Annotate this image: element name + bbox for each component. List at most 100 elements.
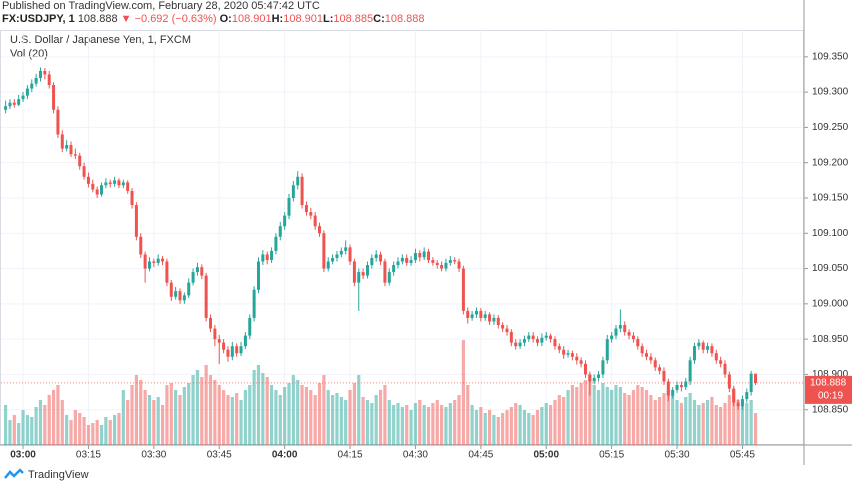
volume-bar bbox=[143, 390, 147, 445]
change: −0.692 (−0.63%) bbox=[134, 13, 217, 25]
ohlc-key: H: bbox=[271, 13, 284, 25]
volume-bar bbox=[409, 410, 413, 445]
volume-bar bbox=[653, 400, 657, 445]
candle-body bbox=[252, 289, 256, 318]
volume-bar bbox=[644, 390, 649, 445]
candle-body bbox=[479, 310, 483, 318]
candle-body bbox=[195, 267, 199, 273]
price: 108.888 bbox=[77, 13, 118, 25]
candle-body bbox=[553, 339, 557, 347]
volume-bar bbox=[287, 383, 291, 445]
volume-bar bbox=[461, 340, 465, 445]
volume-bar bbox=[21, 410, 25, 445]
volume-bar bbox=[322, 375, 326, 445]
candle-body bbox=[540, 337, 544, 343]
volume-bar bbox=[719, 407, 723, 445]
volume-bar bbox=[627, 395, 631, 445]
chart: U.S. Dollar / Japanese Yen, 1, FXCM Vol … bbox=[0, 0, 852, 465]
volume-bar bbox=[732, 390, 736, 445]
volume-bar bbox=[370, 403, 374, 445]
x-tick-label: 03:30 bbox=[141, 450, 166, 461]
volume-bar bbox=[684, 397, 688, 445]
candle-body bbox=[618, 325, 622, 329]
candle-body bbox=[379, 254, 383, 262]
volume-bar bbox=[134, 375, 138, 445]
candle-body bbox=[8, 102, 12, 107]
volume-bar bbox=[331, 395, 335, 445]
volume-bar bbox=[701, 403, 705, 445]
candle-body bbox=[304, 205, 308, 213]
volume-bar bbox=[592, 385, 596, 445]
volume-bar bbox=[636, 385, 640, 445]
candle-body bbox=[549, 335, 553, 340]
volume-bar bbox=[413, 403, 418, 445]
ohlc-value: 108.901 bbox=[283, 13, 323, 25]
candle-body bbox=[126, 182, 130, 191]
volume-bar bbox=[104, 417, 108, 445]
volume-bar bbox=[544, 403, 548, 445]
candle-body bbox=[296, 176, 300, 186]
volume-bar bbox=[230, 397, 234, 445]
volume-bar bbox=[248, 385, 252, 445]
volume-bar bbox=[658, 397, 662, 445]
candle-body bbox=[374, 254, 378, 258]
candle-body bbox=[187, 282, 191, 296]
candle-body bbox=[413, 253, 417, 261]
candle-body bbox=[73, 154, 77, 156]
candle-body bbox=[610, 335, 614, 340]
volume-bar bbox=[431, 403, 435, 445]
logo bbox=[4, 468, 24, 479]
x-tick-label: 04:30 bbox=[403, 450, 428, 461]
candle-body bbox=[427, 251, 431, 261]
candle-body bbox=[261, 254, 265, 262]
volume-bar bbox=[195, 370, 200, 445]
candle-body bbox=[161, 258, 165, 262]
volume-bar bbox=[283, 387, 287, 445]
candle-body bbox=[156, 258, 160, 263]
candle-body bbox=[278, 226, 282, 237]
volume-bar bbox=[147, 395, 152, 445]
volume-bar bbox=[78, 413, 82, 445]
candle-body bbox=[527, 335, 531, 340]
candle-body bbox=[113, 180, 117, 184]
y-tick-label: 109.250 bbox=[812, 122, 849, 133]
volume-bar bbox=[557, 395, 561, 445]
candle-body bbox=[688, 360, 692, 382]
candle-body bbox=[182, 295, 186, 301]
candle-body bbox=[213, 328, 217, 340]
volume-bar bbox=[178, 395, 182, 445]
candle-body bbox=[313, 215, 317, 227]
candle-body bbox=[536, 339, 540, 343]
volume-bar bbox=[348, 390, 352, 445]
chart-title: U.S. Dollar / Japanese Yen, 1, FXCM bbox=[10, 34, 191, 46]
candle-body bbox=[209, 317, 213, 329]
candle-body bbox=[383, 261, 387, 283]
volume-bar bbox=[383, 385, 387, 445]
volume-bar bbox=[213, 380, 217, 445]
candle-body bbox=[47, 74, 51, 86]
volume-bar bbox=[182, 387, 186, 445]
volume-bar bbox=[649, 395, 653, 445]
volume-bar bbox=[492, 415, 496, 445]
volume-bar bbox=[601, 383, 605, 445]
candle-body bbox=[82, 166, 86, 177]
ohlc-key: C: bbox=[373, 13, 385, 25]
last-price-box bbox=[805, 375, 852, 404]
candle-body bbox=[104, 182, 108, 186]
candle-body bbox=[435, 262, 439, 266]
candle-body bbox=[614, 328, 618, 336]
volume-bar bbox=[418, 400, 422, 445]
volume-bar bbox=[745, 403, 749, 445]
candle-body bbox=[139, 236, 143, 255]
volume-bar bbox=[365, 400, 370, 445]
volume-bar bbox=[65, 415, 69, 445]
candle-body bbox=[488, 314, 492, 322]
header: Published on TradingView.com, February 2… bbox=[0, 0, 852, 30]
candle-body bbox=[396, 261, 400, 266]
volume-bar bbox=[130, 385, 134, 445]
volume-bar bbox=[387, 400, 391, 445]
candle-body bbox=[165, 261, 169, 283]
volume-bar bbox=[261, 373, 265, 445]
volume-bar bbox=[344, 400, 348, 445]
volume-bar bbox=[562, 397, 566, 445]
